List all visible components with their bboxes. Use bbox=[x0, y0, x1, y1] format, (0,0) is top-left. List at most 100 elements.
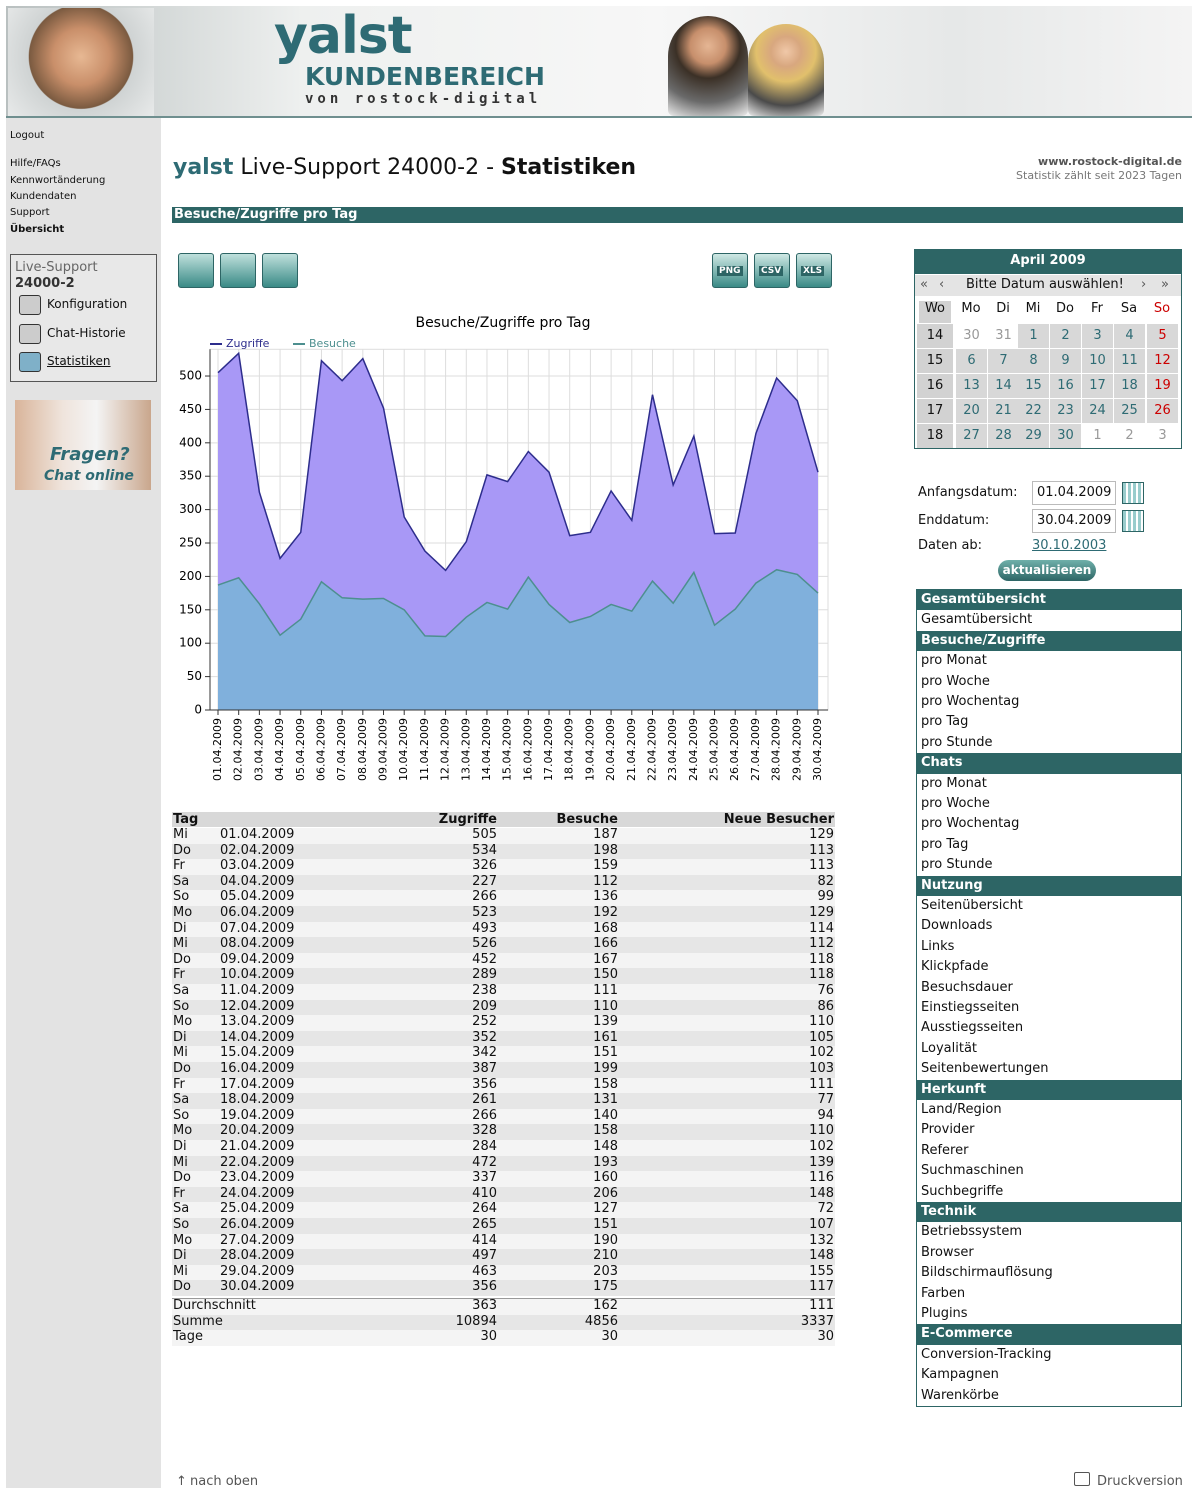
calendar-day[interactable]: 8 bbox=[1018, 349, 1049, 373]
calendar-day[interactable]: 21 bbox=[988, 399, 1019, 423]
calendar-day[interactable]: 4 bbox=[1114, 324, 1145, 348]
calendar-day[interactable]: 14 bbox=[988, 374, 1019, 398]
calendar-nav[interactable]: › bbox=[1141, 277, 1146, 292]
x-tick-label: 05.04.2009 bbox=[294, 718, 307, 781]
date-picker[interactable] bbox=[1122, 510, 1144, 532]
calendar-day[interactable]: 17 bbox=[1082, 374, 1113, 398]
cell-number: 117 bbox=[809, 1279, 834, 1295]
calendar-day[interactable]: 31 bbox=[988, 324, 1019, 348]
cell-number: 289 bbox=[472, 967, 497, 983]
cell-number: 266 bbox=[472, 889, 497, 905]
calendar-day[interactable]: 30 bbox=[956, 324, 987, 348]
calendar-nav[interactable]: » bbox=[1161, 277, 1169, 292]
y-tick-label: 100 bbox=[179, 636, 202, 650]
calendar-day[interactable]: 25 bbox=[1114, 399, 1145, 423]
body: Besuche/Zugriffe pro Tag 050100150200250… bbox=[0, 0, 1192, 1488]
calendar-day[interactable]: 19 bbox=[1147, 374, 1178, 398]
cell-number: 356 bbox=[472, 1077, 497, 1093]
calendar-day[interactable]: 11 bbox=[1114, 349, 1145, 373]
chart-type-button[interactable] bbox=[220, 253, 256, 288]
cell-label: Durchschnitt bbox=[173, 1298, 256, 1314]
calendar-day[interactable]: 1 bbox=[1082, 424, 1113, 448]
nav-link[interactable]: Übersicht bbox=[10, 224, 64, 235]
export-button[interactable]: XLS bbox=[796, 253, 832, 288]
banner-text[interactable]: Fragen? bbox=[50, 444, 130, 465]
print-link[interactable]: Druckversion bbox=[1097, 1474, 1183, 1488]
cell-number: 140 bbox=[593, 1108, 618, 1124]
top-link[interactable]: nach oben bbox=[190, 1474, 258, 1488]
calendar-day[interactable]: 3 bbox=[1147, 424, 1178, 448]
cell-weekday: So bbox=[173, 999, 189, 1015]
nav-link[interactable]: Chat-Historie bbox=[47, 326, 126, 340]
cell-weekday: Mi bbox=[173, 1045, 188, 1061]
chart-type-button[interactable] bbox=[262, 253, 298, 288]
cell-number: 342 bbox=[472, 1045, 497, 1061]
nav-link[interactable]: Logout bbox=[10, 130, 44, 141]
calendar-day[interactable]: 29 bbox=[1018, 424, 1049, 448]
cell-label: Summe bbox=[173, 1314, 223, 1330]
cell-number: 264 bbox=[472, 1201, 497, 1217]
calendar-nav[interactable]: ‹ bbox=[939, 277, 944, 292]
nav-link[interactable]: Support bbox=[10, 207, 50, 218]
calendar-day[interactable]: 28 bbox=[988, 424, 1019, 448]
cell-weekday: Mo bbox=[173, 1123, 192, 1139]
cell-number: 132 bbox=[809, 1233, 834, 1249]
export-label: CSV bbox=[759, 266, 783, 276]
date-input[interactable]: 30.04.2009 bbox=[1032, 509, 1116, 533]
section-title: Besuche/Zugriffe pro Tag bbox=[174, 207, 357, 222]
calendar-day[interactable]: 2 bbox=[1050, 324, 1081, 348]
calendar-day[interactable]: 9 bbox=[1050, 349, 1081, 373]
calendar-week: 15 bbox=[917, 349, 953, 373]
calendar-day[interactable]: 1 bbox=[1018, 324, 1049, 348]
nav-link[interactable]: Statistiken bbox=[47, 354, 111, 368]
cell-number: 113 bbox=[809, 858, 834, 874]
cell-number: 356 bbox=[472, 1279, 497, 1295]
calendar-day[interactable]: 18 bbox=[1114, 374, 1145, 398]
calendar-day[interactable]: 5 bbox=[1147, 324, 1178, 348]
cell-number: 158 bbox=[593, 1123, 618, 1139]
y-tick-label: 350 bbox=[179, 469, 202, 483]
banner-text[interactable]: Chat online bbox=[44, 468, 134, 484]
calendar-day[interactable]: 12 bbox=[1147, 349, 1178, 373]
nav-link[interactable]: Kundendaten bbox=[10, 191, 76, 202]
calendar-day[interactable]: 20 bbox=[956, 399, 987, 423]
cell-weekday: Sa bbox=[173, 1092, 189, 1108]
cell-label: Tage bbox=[173, 1329, 203, 1345]
calendar-day[interactable]: 23 bbox=[1050, 399, 1081, 423]
date-picker[interactable] bbox=[1122, 482, 1144, 504]
calendar-day[interactable]: 6 bbox=[956, 349, 987, 373]
cell-number: 162 bbox=[593, 1298, 618, 1314]
calendar-day[interactable]: 2 bbox=[1114, 424, 1145, 448]
date-link[interactable]: 30.10.2003 bbox=[1032, 538, 1106, 553]
calendar-nav[interactable]: « bbox=[920, 277, 928, 292]
export-button[interactable]: CSV bbox=[754, 253, 790, 288]
menu-section: Technik bbox=[917, 1202, 1181, 1222]
cell-date: 07.04.2009 bbox=[220, 921, 294, 937]
nav-link[interactable]: Kennwortänderung bbox=[10, 175, 105, 186]
calendar-day[interactable]: 7 bbox=[988, 349, 1019, 373]
date-input[interactable]: 01.04.2009 bbox=[1032, 481, 1116, 505]
calendar-day[interactable]: 30 bbox=[1050, 424, 1081, 448]
calendar-day[interactable]: 16 bbox=[1050, 374, 1081, 398]
cell-date: 28.04.2009 bbox=[220, 1248, 294, 1264]
page: yalst Kundenbereich { "header": {"logo":… bbox=[0, 0, 1192, 1488]
nav-link[interactable]: Konfiguration bbox=[47, 297, 127, 311]
calendar-weekday: Di bbox=[987, 301, 1019, 316]
nav-link[interactable]: Hilfe/FAQs bbox=[10, 158, 61, 169]
update-button[interactable]: aktualisieren bbox=[998, 560, 1096, 581]
calendar-day[interactable]: 3 bbox=[1082, 324, 1113, 348]
calendar-day[interactable]: 10 bbox=[1082, 349, 1113, 373]
cell-date: 15.04.2009 bbox=[220, 1045, 294, 1061]
calendar-day[interactable]: 27 bbox=[956, 424, 987, 448]
calendar-day[interactable]: 13 bbox=[956, 374, 987, 398]
calendar-day[interactable]: 24 bbox=[1082, 399, 1113, 423]
cell-number: 103 bbox=[809, 1061, 834, 1077]
calendar-day[interactable]: 22 bbox=[1018, 399, 1049, 423]
cell-number: 94 bbox=[817, 1108, 834, 1124]
menu-item[interactable]: Warenkörbe bbox=[917, 1386, 1189, 1410]
calendar-day[interactable]: 15 bbox=[1018, 374, 1049, 398]
y-tick-label: 150 bbox=[179, 602, 202, 616]
export-button[interactable]: PNG bbox=[712, 253, 748, 288]
chart-type-button[interactable] bbox=[178, 253, 214, 288]
calendar-day[interactable]: 26 bbox=[1147, 399, 1178, 423]
